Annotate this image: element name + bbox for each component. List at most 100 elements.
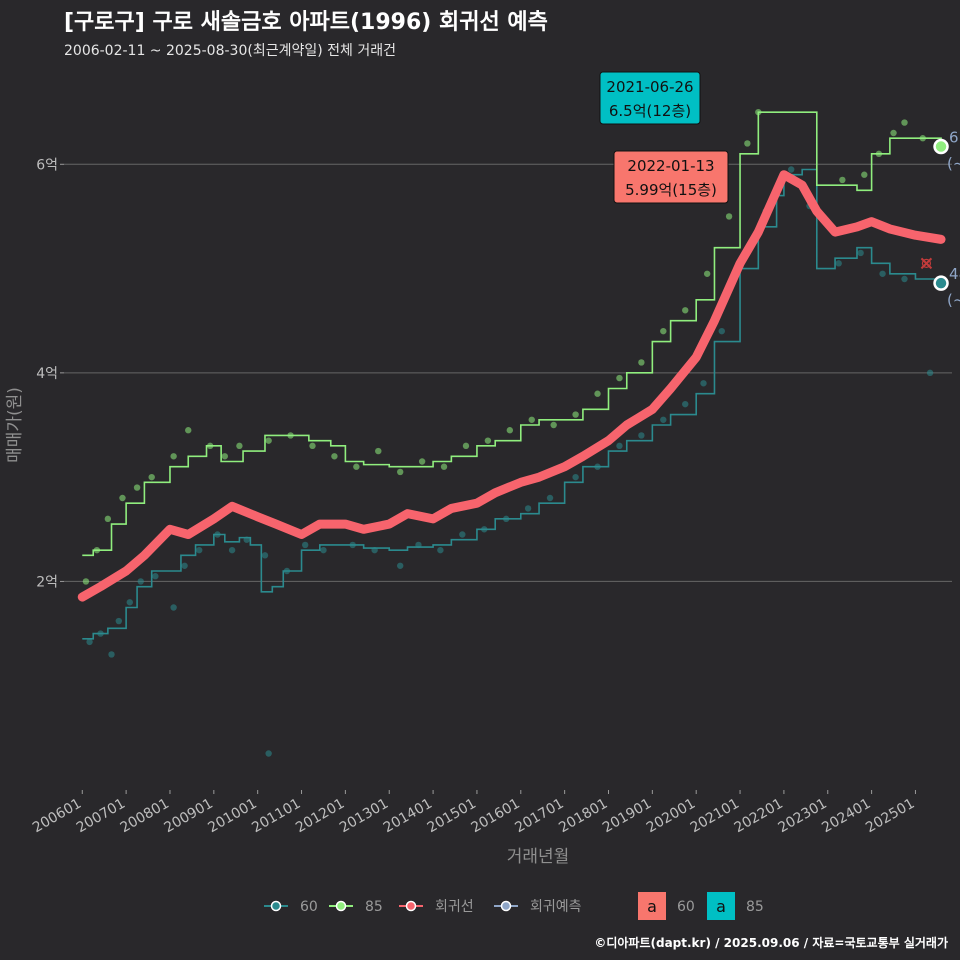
scatter-point-85 [236,442,243,450]
scatter-point-60 [152,573,159,580]
callout-date: 2021-06-26 [606,78,693,96]
scatter-point-60 [546,494,554,502]
scatter-point-60 [857,249,864,257]
x-tick-label: 200801 [118,796,172,837]
x-axis-title: 거래년월 [507,847,570,867]
scatter-point-85 [309,442,316,450]
x-tick-label: 202401 [819,796,873,837]
scatter-point-60 [718,327,725,335]
legend-key-dot [270,900,282,912]
grid-layer [64,163,952,582]
legend-fill-label: 60 [677,899,695,915]
scatter-layer [82,108,934,757]
scatter-point-85 [82,578,90,585]
legend: 60 85 회귀선 회귀예측 a 60 a 85 [264,892,764,920]
scatter-point-60 [396,562,404,569]
legend-item-회귀선: 회귀선 [399,899,474,915]
scatter-point-85 [133,484,141,491]
scatter-point-85 [265,437,272,444]
legend-label: 회귀선 [435,899,474,915]
x-tick-label: 202001 [644,796,698,837]
scatter-point-85 [572,411,579,418]
scatter-point-85 [119,494,126,502]
scatter-point-60 [660,416,667,423]
axis-layer: 2억 4억 6억 2006012007012008012009012010012011… [5,157,917,867]
legend-label: 회귀예측 [530,899,582,915]
callout-date: 2022-01-13 [627,157,714,175]
legend-item-60: 60 [264,899,318,915]
callout-box [599,71,701,125]
y-axis-title: 매매가(원) [5,387,25,463]
forecast-marker [921,258,932,268]
scatter-point-60 [228,546,236,554]
legend-key-dot [500,900,512,912]
scatter-point-60 [788,166,795,173]
scatter-point-85 [594,390,601,397]
scatter-point-60 [524,505,532,512]
legend-fill-item-85: a 85 [707,892,764,920]
x-tick-label: 201201 [293,796,347,837]
x-tick-label: 200901 [162,796,216,837]
x-tick-label: 202301 [775,796,829,837]
end-marker-85 [933,138,949,155]
x-tick-label: 202501 [863,796,917,837]
scatter-point-85 [353,463,360,470]
scatter-point-60 [437,546,444,554]
x-tick-label: 200601 [30,796,84,837]
end-value-label: 48,550 [949,265,960,283]
scatter-point-85 [703,270,711,277]
legend-fill-label: 85 [746,899,764,915]
callout-box [613,150,729,204]
y-tick-label: 2억 [36,574,58,590]
scatter-point-60 [126,599,133,606]
scatter-point-85 [221,453,228,460]
x-tick-label: 201001 [205,796,259,837]
series-line-85 [82,111,942,557]
legend-label: 85 [365,899,383,915]
x-tick-label: 201801 [556,796,610,837]
chart-subtitle: 2006-02-11 ~ 2025-08-30(최근계약일) 전체 거래건 [64,43,396,59]
scatter-point-60 [108,651,115,658]
legend-fill-key [638,892,666,920]
scatter-point-60 [320,546,327,554]
scatter-point-85 [528,416,535,423]
callout-price: 5.99억(15층) [625,181,717,199]
scatter-point-60 [700,380,707,387]
x-tick-label: 200701 [74,796,128,837]
scatter-point-85 [506,427,514,434]
annotation-layer: 61,700 (~85㎡) 48,550 (~60㎡) 2021-06-26 6.5억(1… [599,71,960,309]
x-tick-label: 202101 [688,796,742,837]
end-area-label: (~60㎡) [947,291,960,309]
line-layer [77,111,946,640]
legend-key-dot [405,900,417,912]
scatter-point-60 [301,541,309,549]
series-line-60 [82,168,942,640]
scatter-point-85 [861,171,868,178]
y-tick-label: 6억 [36,157,58,173]
scatter-point-85 [890,129,897,137]
credit-footer: ©디아파트(dapt.kr) / 2025.09.06 / 자료=국토교통부 실… [594,936,948,950]
scatter-point-85 [331,453,338,460]
scatter-point-60 [181,562,188,569]
scatter-point-60 [115,617,123,625]
scatter-point-85 [616,374,623,382]
scatter-point-60 [196,546,203,554]
scatter-point-85 [418,458,426,465]
chart-title: [구로구] 구로 새솔금호 아파트(1996) 회귀선 예측 [64,10,548,35]
scatter-point-60 [835,260,842,267]
forecast-marker [920,257,933,270]
legend-fill-item-60: a 60 [638,892,695,920]
scatter-point-60 [459,531,466,538]
legend-fill-glyph: a [716,897,726,916]
callout-cyan: 2021-06-26 6.5억(12층) [599,71,701,125]
scatter-point-85 [462,442,470,450]
scatter-point-85 [484,437,492,444]
scatter-point-85 [682,307,689,314]
scatter-point-85 [396,468,404,476]
end-value-label: 61,700 [949,129,960,147]
scatter-point-60 [572,473,579,481]
scatter-point-85 [744,140,751,147]
scatter-point-60 [265,750,272,757]
